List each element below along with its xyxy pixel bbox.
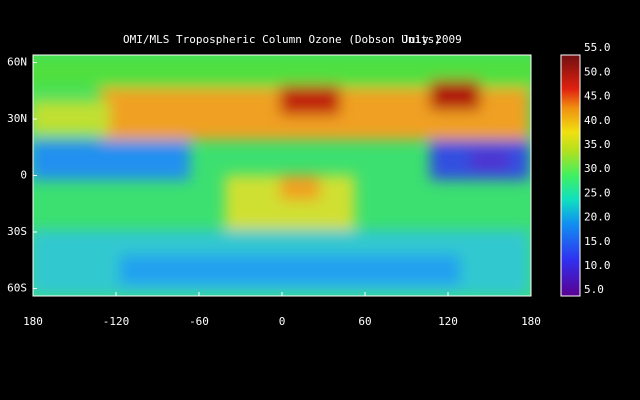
ticks: 180 -120 -60 0 60 120 180 60N 30N 0 30S 60S 5.0 10.0 1… xyxy=(7,41,610,328)
x-tick-label: -120 xyxy=(103,315,130,328)
colorbar-label: 30.0 xyxy=(584,162,611,175)
x-tick-label: 60 xyxy=(358,315,371,328)
colorbar-label: 25.0 xyxy=(584,186,611,199)
y-tick-label: 30S xyxy=(7,225,27,238)
ozone-field xyxy=(33,55,531,296)
x-tick-label: 120 xyxy=(438,315,458,328)
x-tick-label: 180 xyxy=(521,315,541,328)
colorbar-label: 45.0 xyxy=(584,90,611,103)
colorbar-label: 50.0 xyxy=(584,65,611,78)
colorbar-label: 40.0 xyxy=(584,114,611,127)
y-tick-label: 0 xyxy=(20,169,27,182)
x-tick-label: 0 xyxy=(279,315,286,328)
colorbar-label: 55.0 xyxy=(584,41,611,54)
colorbar-label: 5.0 xyxy=(584,283,604,296)
title: OMI/MLS Tropospheric Column Ozone (Dobso… xyxy=(123,33,441,46)
y-tick-label: 60N xyxy=(7,56,27,69)
y-tick-label: 60S xyxy=(7,281,27,294)
colorbar-label: 35.0 xyxy=(584,138,611,151)
colorbar-label: 20.0 xyxy=(584,211,611,224)
x-tick-label: -60 xyxy=(189,315,209,328)
x-tick-label: 180 xyxy=(23,315,43,328)
y-tick-label: 30N xyxy=(7,112,27,125)
colorbar xyxy=(560,54,581,297)
colorbar-label: 15.0 xyxy=(584,235,611,248)
colorbar-label: 10.0 xyxy=(584,259,611,272)
date: July 2009 xyxy=(402,33,462,46)
